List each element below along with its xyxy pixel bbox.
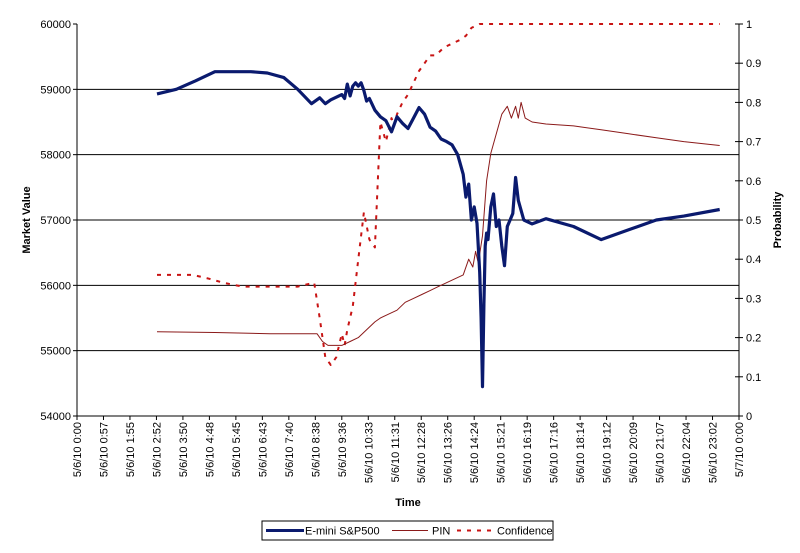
x-tick-label: 5/6/10 21:07 xyxy=(655,422,667,483)
x-tick-label: 5/6/10 17:16 xyxy=(549,422,561,483)
y-left-tick-label: 60000 xyxy=(40,19,71,31)
x-tick-label: 5/6/10 14:24 xyxy=(469,422,481,483)
x-tick-label: 5/6/10 4:48 xyxy=(204,422,216,477)
y-right-tick-label: 0 xyxy=(746,411,752,423)
y-right-tick-label: 0.1 xyxy=(746,372,761,384)
x-tick-label: 5/6/10 19:12 xyxy=(602,422,614,483)
x-tick-label: 5/6/10 2:52 xyxy=(151,422,163,477)
x-tick-label: 5/6/10 20:09 xyxy=(628,422,640,483)
x-tick-label: 5/6/10 12:28 xyxy=(416,422,428,483)
y-left-tick-label: 59000 xyxy=(40,84,71,96)
x-tick-label: 5/6/10 5:45 xyxy=(231,422,243,477)
series-emini-sp500-line xyxy=(156,70,720,389)
x-tick-label: 5/6/10 8:38 xyxy=(310,422,322,477)
gridlines xyxy=(77,88,739,352)
y-left-tick-label: 56000 xyxy=(40,280,71,292)
legend-label-emini: E-mini S&P500 xyxy=(305,526,380,538)
y-left-tick-label: 57000 xyxy=(40,215,71,227)
x-tick-label: 5/6/10 23:02 xyxy=(708,422,720,483)
x-tick-label: 5/7/10 0:00 xyxy=(734,422,746,477)
y-right-tick-label: 0.8 xyxy=(746,97,761,109)
series-confidence-line xyxy=(157,23,720,366)
legend-label-pin: PIN xyxy=(432,526,450,538)
y-right-tick-label: 0.5 xyxy=(746,215,761,227)
x-tick-label: 5/6/10 0:57 xyxy=(98,422,110,477)
legend-item-confidence: Confidence xyxy=(457,526,553,538)
y-left-axis-title: Market Value xyxy=(21,186,33,253)
data-series xyxy=(156,23,720,389)
x-tick-label: 5/6/10 11:31 xyxy=(390,422,402,482)
x-ticks: 5/6/10 0:00 5/6/10 0:57 5/6/10 1:55 5/6/10 … xyxy=(72,416,746,483)
legend: E-mini S&P500 PIN Confidence xyxy=(261,520,554,541)
x-tick-label: 5/6/10 9:36 xyxy=(337,422,349,477)
y-right-tick-label: 1 xyxy=(746,19,752,31)
y-right-tick-label: 0.3 xyxy=(746,293,761,305)
x-tick-label: 5/6/10 0:00 xyxy=(72,422,84,477)
y-left-tick-label: 54000 xyxy=(40,411,71,423)
y-left-tick-label: 58000 xyxy=(40,150,71,162)
y-right-tick-label: 0.2 xyxy=(746,333,761,345)
y-right-tick-label: 0.9 xyxy=(746,58,761,70)
legend-item-pin: PIN xyxy=(392,526,450,538)
y-right-tick-label: 0.6 xyxy=(746,176,761,188)
x-tick-label: 5/6/10 13:26 xyxy=(443,422,455,483)
x-axis-title: Time xyxy=(395,497,420,509)
y-right-tick-label: 0.4 xyxy=(746,254,761,266)
x-tick-label: 5/6/10 1:55 xyxy=(125,422,137,477)
x-tick-label: 5/6/10 16:19 xyxy=(522,422,534,483)
x-tick-label: 5/6/10 10:33 xyxy=(363,422,375,483)
x-tick-label: 5/6/10 6:43 xyxy=(257,422,269,477)
y-right-ticks: 0 0.1 0.2 0.3 0.4 0.5 0.6 0.7 0.8 0.9 1 xyxy=(735,19,761,423)
x-tick-label: 5/6/10 15:21 xyxy=(496,422,508,483)
y-right-axis-title: Probability xyxy=(772,191,784,249)
y-left-tick-label: 55000 xyxy=(40,346,71,358)
x-tick-label: 5/6/10 22:04 xyxy=(681,422,693,483)
y-left-ticks: 54000 55000 56000 57000 58000 59000 60000 xyxy=(40,19,77,423)
x-tick-label: 5/6/10 3:50 xyxy=(178,422,190,477)
x-tick-label: 5/6/10 7:40 xyxy=(284,422,296,477)
legend-label-confidence: Confidence xyxy=(497,526,553,538)
legend-item-emini: E-mini S&P500 xyxy=(266,526,380,538)
x-tick-label: 5/6/10 18:14 xyxy=(575,422,587,483)
y-right-tick-label: 0.7 xyxy=(746,137,761,149)
series-pin-line xyxy=(156,101,720,346)
